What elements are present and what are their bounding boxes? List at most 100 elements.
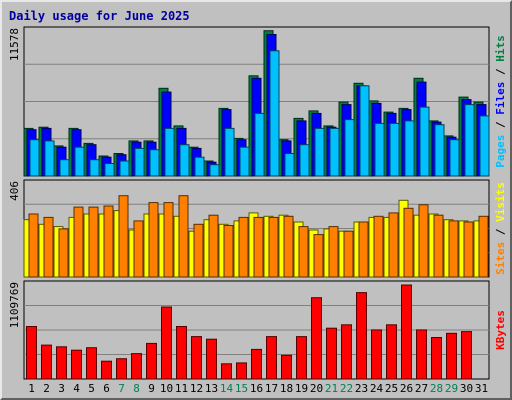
bar-sites-day-22 — [343, 230, 354, 278]
x-tick-label-day-28: 28 — [430, 382, 443, 395]
bar-pages-day-25 — [389, 122, 400, 177]
bar-sites-day-18 — [283, 215, 294, 278]
bar-pages-day-31 — [479, 115, 490, 177]
legend-visits: Visits — [494, 182, 507, 222]
bar-sites-day-6 — [103, 205, 114, 278]
legend-separator: / — [494, 115, 507, 135]
chart-title: Daily usage for June 2025 — [9, 9, 190, 23]
bar-kbytes-day-14 — [221, 363, 232, 380]
panel-kbytes: 1109769 KBytes — [8, 280, 507, 380]
panel-max-label: 11578 — [8, 28, 21, 61]
bar-kbytes-day-10 — [161, 306, 172, 380]
legend-separator: / — [494, 62, 507, 82]
x-tick-label-day-10: 10 — [160, 382, 173, 395]
bar-sites-day-2 — [43, 216, 54, 278]
chart-panels: 11578 Pages / Files / Hits 406 Sites / Visi… — [8, 26, 507, 380]
bar-kbytes-day-24 — [371, 329, 382, 380]
bar-kbytes-day-23 — [356, 292, 367, 380]
bar-sites-day-30 — [463, 221, 474, 278]
bar-pages-day-15 — [239, 146, 250, 177]
bar-kbytes-day-9 — [146, 342, 157, 380]
bar-pages-day-23 — [359, 85, 370, 177]
bar-kbytes-day-25 — [386, 324, 397, 380]
bar-kbytes-day-13 — [206, 338, 217, 380]
bar-pages-day-13 — [209, 164, 220, 177]
bar-sites-day-11 — [178, 195, 189, 278]
x-tick-label-day-2: 2 — [43, 382, 50, 395]
panel-max-label: 1109769 — [8, 282, 21, 328]
x-tick-label-day-13: 13 — [205, 382, 218, 395]
bar-sites-day-21 — [328, 226, 339, 278]
bar-sites-day-10 — [163, 202, 174, 278]
bar-pages-day-3 — [59, 159, 70, 177]
x-axis-day-labels: 1 2 3 4 5 6 7 8 9 10 11 12 13 14 15 16 17 18 19 20 21 22 23 24 2… — [28, 382, 488, 395]
bar-pages-day-7 — [119, 160, 130, 177]
x-tick-label-day-18: 18 — [280, 382, 293, 395]
x-tick-label-day-8: 8 — [133, 382, 140, 395]
bar-kbytes-day-20 — [311, 297, 322, 380]
bar-sites-day-19 — [298, 226, 309, 278]
bar-pages-day-27 — [419, 106, 430, 177]
x-tick-label-day-16: 16 — [250, 382, 263, 395]
x-tick-label-day-4: 4 — [73, 382, 80, 395]
bar-kbytes-day-18 — [281, 354, 292, 380]
bar-sites-day-16 — [253, 216, 264, 278]
x-tick-label-day-17: 17 — [265, 382, 278, 395]
bar-pages-day-21 — [329, 127, 340, 177]
panel-legend: Pages / Files / Hits — [494, 35, 507, 168]
bar-pages-day-19 — [299, 144, 310, 177]
legend-hits: Hits — [494, 35, 507, 62]
legend-files: Files — [494, 82, 507, 115]
bar-kbytes-day-6 — [101, 360, 112, 380]
bar-pages-day-2 — [44, 140, 55, 177]
bar-kbytes-day-26 — [401, 284, 412, 380]
bar-pages-day-11 — [179, 144, 190, 177]
bar-kbytes-day-17 — [266, 336, 277, 380]
x-tick-label-day-30: 30 — [460, 382, 473, 395]
bar-sites-day-4 — [73, 206, 84, 278]
x-tick-label-day-27: 27 — [415, 382, 428, 395]
x-tick-label-day-15: 15 — [235, 382, 248, 395]
bar-sites-day-23 — [358, 221, 369, 278]
bar-pages-day-17 — [269, 50, 280, 177]
x-tick-label-day-22: 22 — [340, 382, 353, 395]
bar-sites-day-20 — [313, 234, 324, 278]
bar-pages-day-12 — [194, 156, 205, 177]
bar-kbytes-day-15 — [236, 362, 247, 380]
bar-sites-day-5 — [88, 206, 99, 278]
bar-kbytes-day-4 — [71, 349, 82, 380]
panel-hits-files-pages: 11578 Pages / Files / Hits — [8, 26, 507, 177]
bar-pages-day-30 — [464, 104, 475, 177]
x-tick-label-day-11: 11 — [175, 382, 188, 395]
bar-pages-day-14 — [224, 127, 235, 177]
bar-pages-day-10 — [164, 127, 175, 177]
bar-sites-day-12 — [193, 223, 204, 278]
bar-pages-day-9 — [149, 149, 160, 177]
x-tick-label-day-5: 5 — [88, 382, 95, 395]
x-tick-label-day-7: 7 — [118, 382, 125, 395]
x-tick-label-day-21: 21 — [325, 382, 338, 395]
bar-kbytes-day-27 — [416, 329, 427, 380]
bar-pages-day-24 — [374, 122, 385, 177]
bar-pages-day-4 — [74, 146, 85, 177]
bar-kbytes-day-21 — [326, 327, 337, 380]
x-tick-label-day-9: 9 — [148, 382, 155, 395]
x-tick-label-day-24: 24 — [370, 382, 384, 395]
bar-sites-day-17 — [268, 216, 279, 278]
bar-sites-day-27 — [418, 204, 429, 278]
bar-kbytes-day-5 — [86, 347, 97, 380]
bar-kbytes-day-16 — [251, 348, 262, 380]
x-tick-label-day-1: 1 — [28, 382, 35, 395]
x-tick-label-day-31: 31 — [475, 382, 488, 395]
x-tick-label-day-26: 26 — [400, 382, 413, 395]
panel-legend: KBytes — [494, 310, 507, 350]
bar-pages-day-20 — [314, 127, 325, 177]
bar-pages-day-8 — [134, 147, 145, 177]
panel-max-label: 406 — [8, 181, 21, 201]
bar-sites-day-8 — [133, 220, 144, 278]
x-tick-label-day-20: 20 — [310, 382, 323, 395]
bar-kbytes-day-1 — [26, 326, 37, 380]
panel-visits-sites: 406 Sites / Visits — [8, 179, 507, 278]
bar-kbytes-day-2 — [41, 344, 52, 380]
